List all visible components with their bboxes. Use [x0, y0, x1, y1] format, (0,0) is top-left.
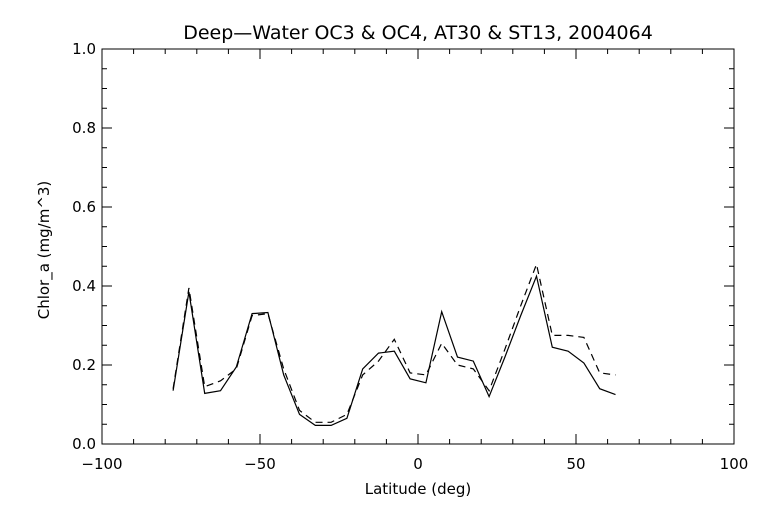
x-tick-label: 0 — [413, 455, 423, 473]
x-tick-label: 50 — [566, 455, 585, 473]
y-tick-label: 1.0 — [72, 40, 96, 58]
x-axis: −100 −50 0 50 100 — [81, 49, 748, 473]
y-tick-label: 0.8 — [72, 119, 96, 137]
y-tick-label: 0.6 — [72, 198, 96, 216]
series-line-dashed — [172, 262, 616, 423]
x-tick-label: −100 — [81, 455, 122, 473]
y-axis: 0.0 0.2 0.4 0.6 0.8 1.0 — [72, 40, 734, 453]
y-tick-label: 0.0 — [72, 435, 96, 453]
series-layer — [172, 262, 616, 426]
x-axis-title: Latitude (deg) — [365, 480, 471, 498]
y-axis-title: Chlor_a (mg/m^3) — [35, 181, 54, 320]
series-line-solid — [172, 274, 616, 426]
x-tick-label: −50 — [244, 455, 276, 473]
plot-frame — [101, 48, 735, 445]
y-tick-label: 0.2 — [72, 356, 96, 374]
y-tick-label: 0.4 — [72, 277, 96, 295]
x-tick-label: 100 — [720, 455, 749, 473]
chart-title: Deep—Water OC3 & OC4, AT30 & ST13, 20040… — [183, 22, 653, 44]
